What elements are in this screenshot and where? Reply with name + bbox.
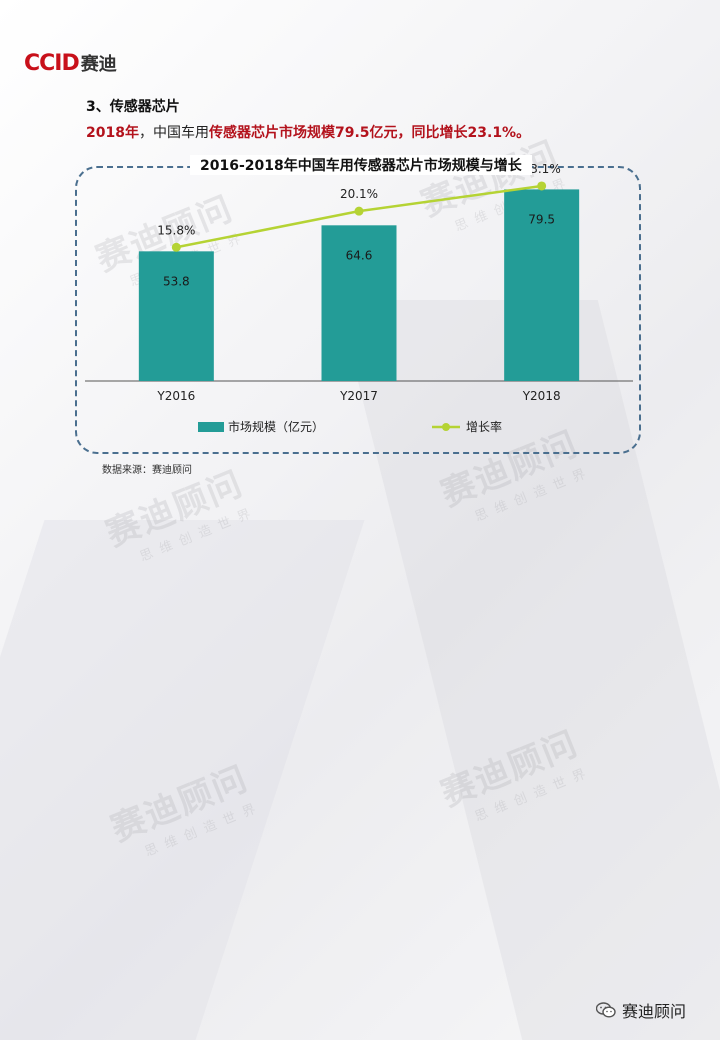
headline-year: 2018年 — [86, 125, 139, 141]
wechat-icon — [595, 1002, 616, 1018]
source-note: 数据来源：赛迪顾问 — [102, 465, 192, 476]
wechat-account-name: 赛迪顾问 — [622, 1002, 687, 1021]
growth-rate-label: 23.1% — [523, 162, 561, 176]
bar-market-size — [504, 189, 580, 381]
legend-swatch-bar — [198, 422, 224, 432]
legend-swatch-point — [442, 423, 450, 431]
growth-rate-point — [171, 242, 181, 252]
section-title: 3、传感器芯片 — [86, 99, 180, 115]
growth-rate-point — [537, 181, 547, 191]
headline-growth: ，同比增长23.1%。 — [397, 125, 531, 141]
headline: 2018年，中国车用传感器芯片市场规模79.5亿元，同比增长23.1%。 — [86, 122, 530, 142]
chart-canvas: 53.8 Y2016 64.6 Y2017 79.5 Y2018 15.8% 20.1% 23.… — [85, 162, 633, 434]
x-tick-label: Y2017 — [339, 389, 378, 403]
chart-title: 2016-2018年中国车用传感器芯片市场规模与增长 — [190, 155, 532, 175]
bar-data-label: 79.5 — [528, 212, 555, 226]
x-tick-label: Y2016 — [156, 389, 195, 403]
logo-text: 赛迪 — [80, 54, 117, 75]
growth-rate-point — [354, 206, 364, 216]
x-tick-label: Y2018 — [522, 389, 561, 403]
bar-data-label: 64.6 — [346, 248, 373, 262]
bar-market-size — [321, 225, 397, 381]
legend-label-bar: 市场规模（亿元） — [228, 419, 324, 434]
growth-rate-label: 20.1% — [340, 187, 378, 201]
legend-label-line: 增长率 — [466, 419, 502, 434]
headline-context: ，中国车用 — [138, 125, 209, 141]
ccid-logo: CCID 赛迪 — [24, 50, 117, 76]
growth-rate-label: 15.8% — [157, 223, 195, 237]
wechat-account: 赛迪顾问 — [595, 998, 687, 1022]
bar-data-label: 53.8 — [163, 274, 190, 288]
bar-market-size — [138, 251, 214, 381]
logo-mark: CCID — [24, 51, 80, 76]
headline-market-size: 传感器芯片市场规模79.5亿元 — [208, 125, 398, 141]
